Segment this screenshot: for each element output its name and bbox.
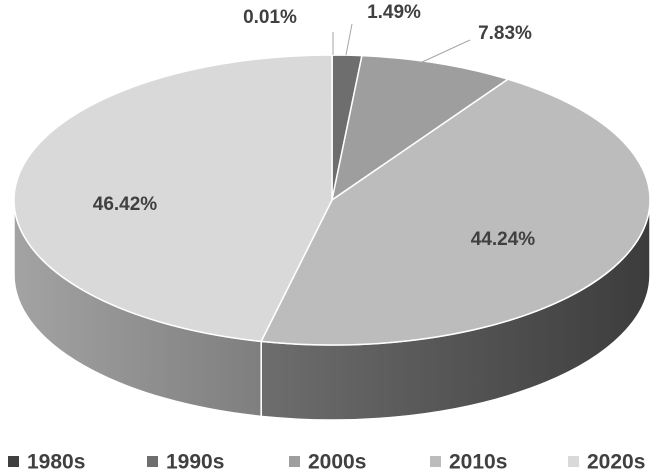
pie-slice <box>330 54 510 202</box>
data-label: 7.83% <box>478 23 532 44</box>
pie-slice <box>260 78 651 346</box>
legend-label: 1990s <box>166 451 224 474</box>
legend-label: 2000s <box>308 451 366 474</box>
data-label: 46.42% <box>93 194 158 215</box>
leader-line <box>345 23 353 56</box>
legend-swatch <box>147 456 158 467</box>
leader-line <box>419 39 471 64</box>
legend-swatch <box>8 456 19 467</box>
data-label: 0.01% <box>243 7 297 28</box>
data-label: 44.24% <box>471 229 536 250</box>
legend-label: 2010s <box>449 451 507 474</box>
legend-label: 2020s <box>587 451 645 474</box>
legend-label: 1980s <box>27 451 85 474</box>
legend-swatch <box>289 456 300 467</box>
data-label: 1.49% <box>367 2 421 23</box>
legend-swatch <box>430 456 441 467</box>
legend-swatch <box>568 456 579 467</box>
pie-slice <box>13 54 333 343</box>
